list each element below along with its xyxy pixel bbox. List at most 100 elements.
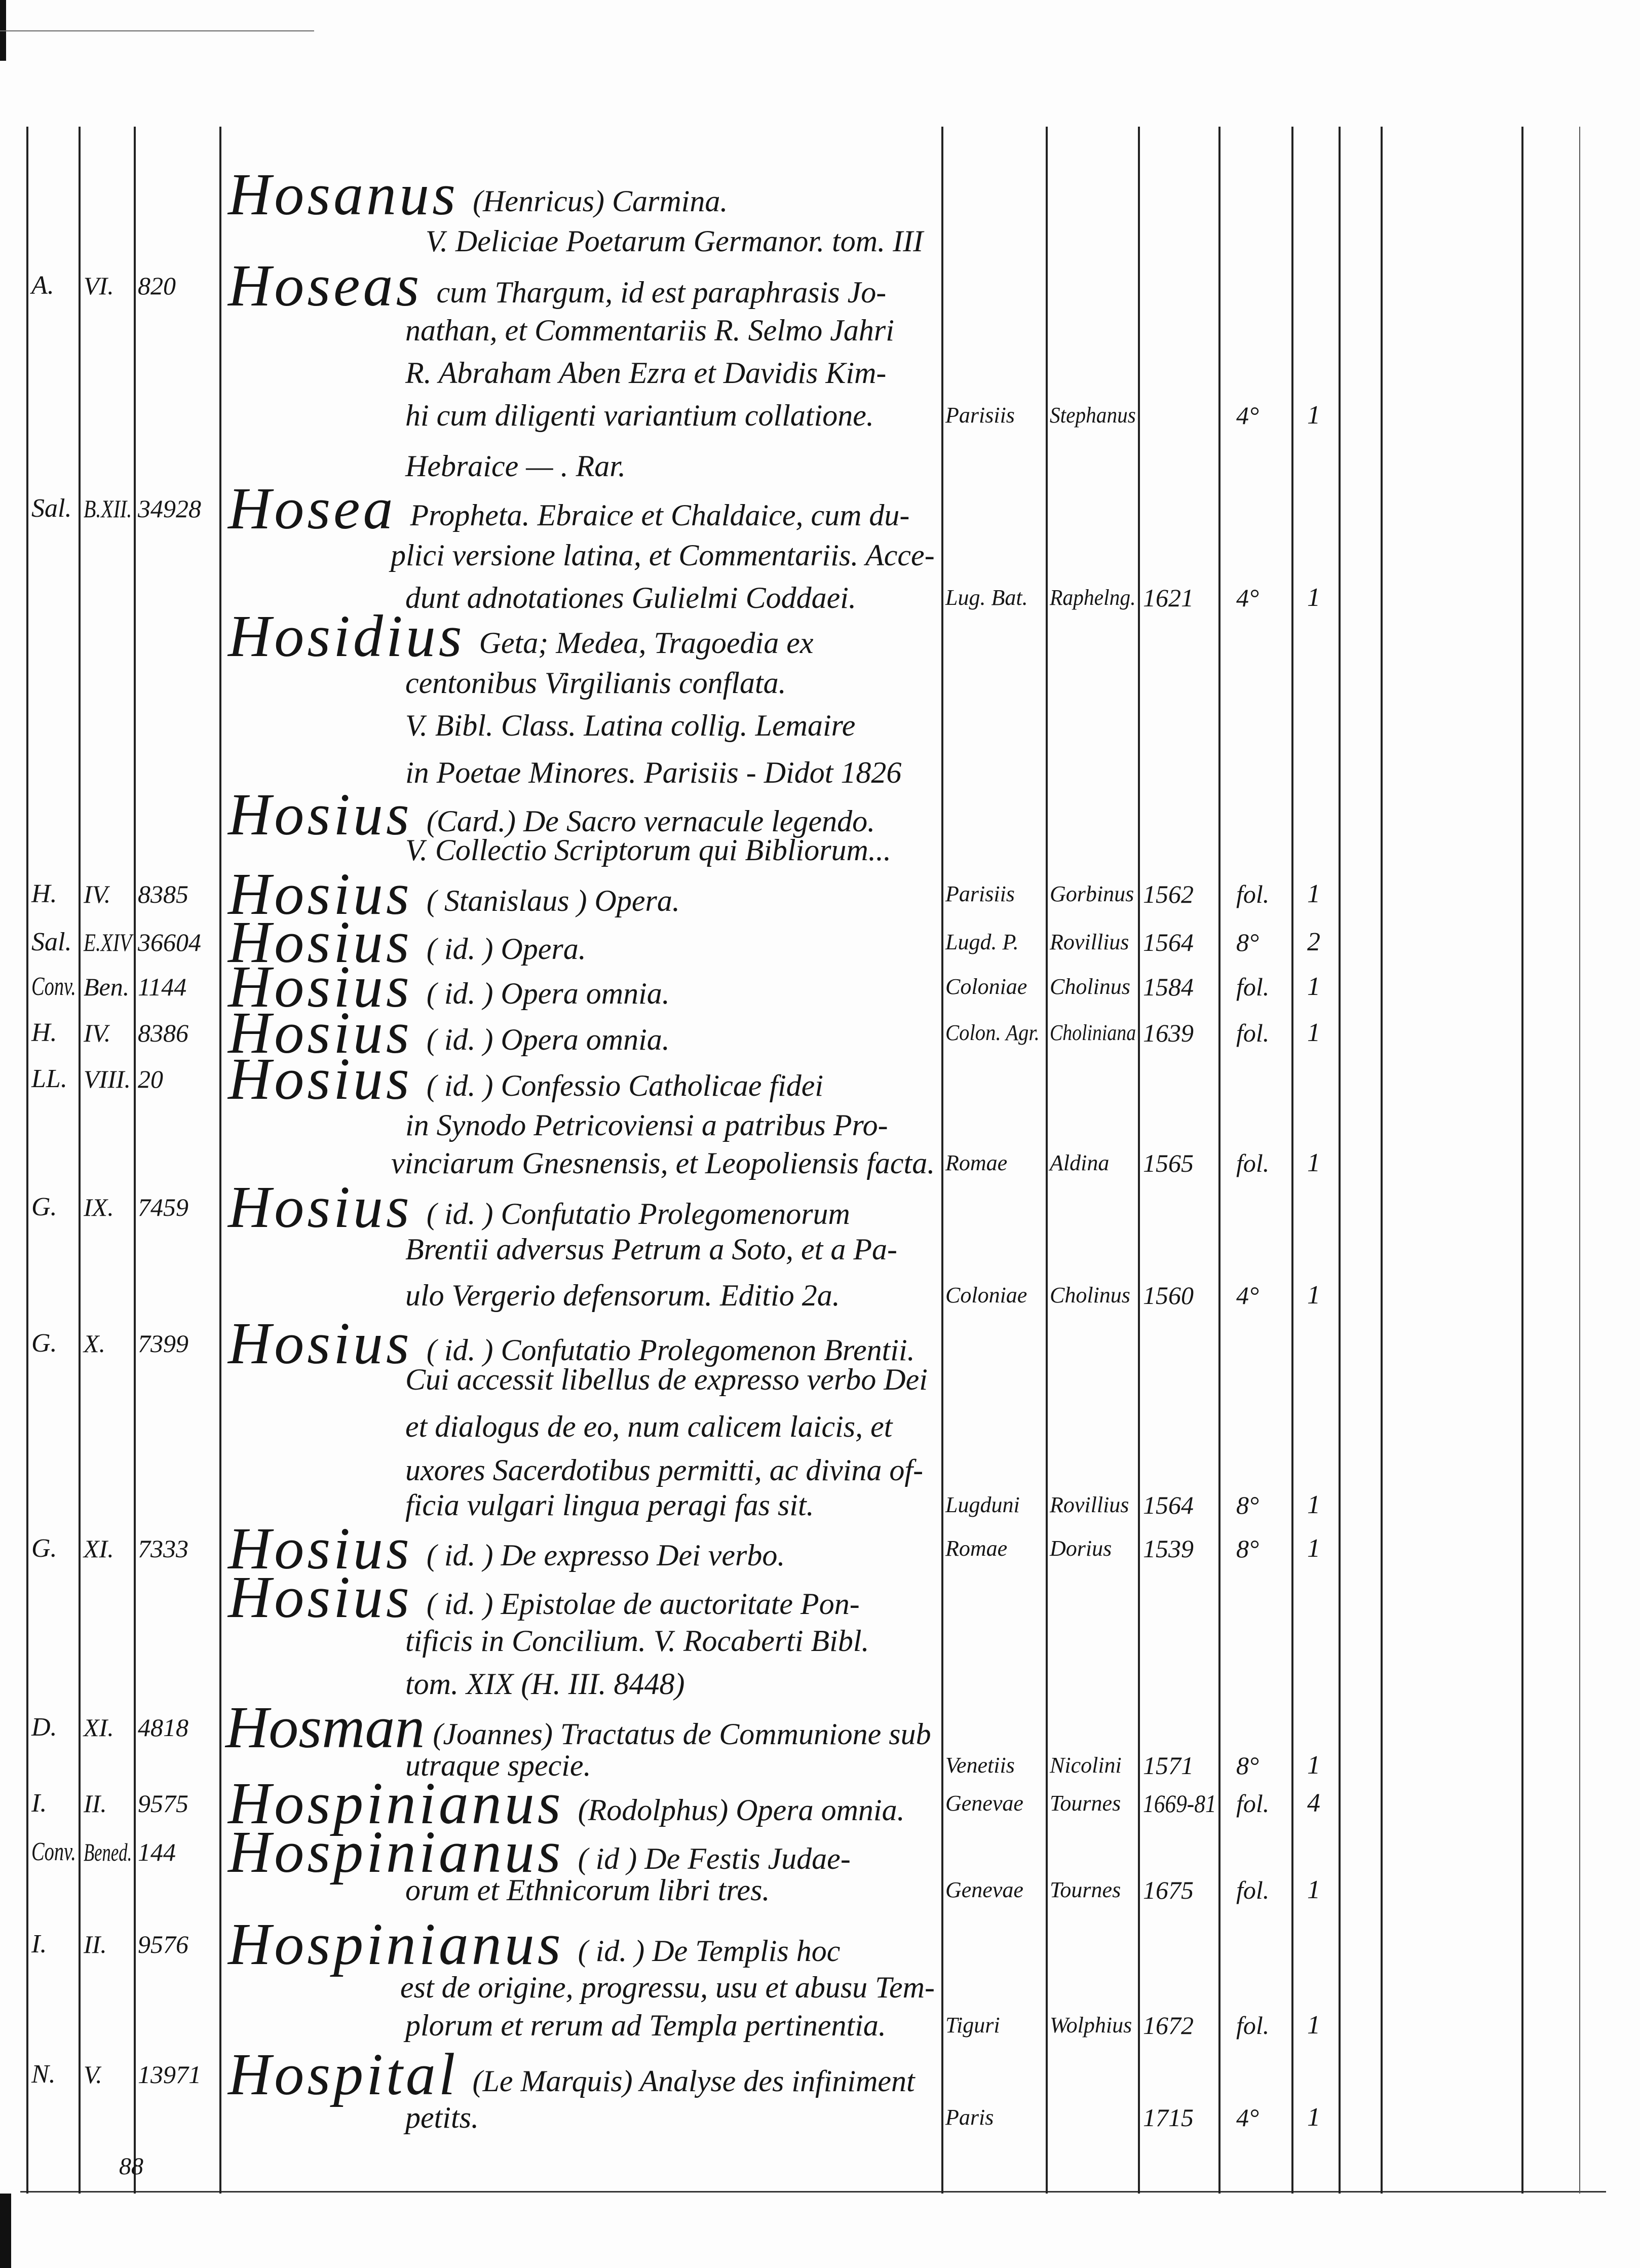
shelf-mark: G. — [31, 1534, 57, 1563]
imprint-volumes: 1 — [1307, 1018, 1320, 1047]
entry-text: (Card.) De Sacro vernacule legendo. — [426, 804, 875, 838]
headword: Hosius — [228, 1515, 412, 1582]
shelf-number: 820 — [138, 272, 176, 300]
shelf-mark: Sal. — [31, 928, 72, 956]
entry-continuation-line: petits. — [405, 2101, 479, 2134]
imprint-format: 4° — [1236, 1281, 1259, 1310]
shelf-section: E.XIV — [84, 928, 132, 956]
imprint-year: 1639 — [1143, 1019, 1194, 1047]
shelf-number: 9575 — [138, 1789, 188, 1818]
imprint-format: fol. — [1236, 2011, 1270, 2040]
imprint-place: Parisiis — [945, 403, 1015, 428]
shelf-section: IX. — [84, 1193, 114, 1221]
headword: Hosius — [228, 1564, 412, 1630]
shelf-section: V. — [84, 2060, 102, 2089]
headword: Hosius — [228, 781, 412, 848]
imprint-place: Genevae — [945, 1791, 1023, 1816]
imprint-format: fol. — [1236, 973, 1270, 1001]
imprint-format: 8° — [1236, 1534, 1259, 1563]
shelf-mark: I. — [31, 1789, 47, 1818]
shelf-section: II. — [84, 1789, 107, 1818]
imprint-format: 4° — [1236, 584, 1259, 612]
shelf-number: 8386 — [138, 1019, 188, 1047]
column-rule — [1339, 127, 1341, 2194]
imprint-publisher: Raphelng. — [1050, 585, 1136, 610]
headword: Hosius — [228, 1310, 412, 1376]
shelf-section: XI. — [84, 1534, 114, 1563]
entry-continuation-line: plici versione latina, et Commentariis. … — [391, 539, 935, 572]
imprint-publisher: Wolphius — [1050, 2013, 1132, 2038]
headword: Hosea — [228, 475, 396, 542]
headword: Hospinianus — [228, 1911, 564, 1977]
shelf-number: 34928 — [138, 494, 201, 523]
imprint-place: Romae — [945, 1150, 1008, 1175]
entry-text: ( id. ) De Templis hoc — [578, 1934, 841, 1968]
shelf-number: 4818 — [138, 1713, 188, 1742]
imprint-volumes: 1 — [1307, 1534, 1320, 1563]
imprint-publisher: Choliniana — [1050, 1020, 1136, 1045]
imprint-place: Lugduni — [945, 1492, 1020, 1517]
imprint-volumes: 2 — [1307, 928, 1320, 956]
imprint-place: Lug. Bat. — [945, 585, 1028, 610]
column-rule — [1521, 127, 1523, 2194]
imprint-format: fol. — [1236, 1019, 1270, 1047]
imprint-format: 8° — [1236, 1751, 1259, 1780]
shelf-number: 7333 — [138, 1534, 188, 1563]
entry-continuation-line: V. Bibl. Class. Latina collig. Lemaire — [405, 709, 856, 742]
shelf-mark: LL. — [31, 1064, 67, 1093]
entry-text: (Henricus) Carmina. — [473, 184, 728, 218]
entry-text: ( id. ) Confessio Catholicae fidei — [426, 1069, 824, 1102]
shelf-number: 8385 — [138, 880, 188, 908]
shelf-section: XI. — [84, 1713, 114, 1742]
imprint-place: Coloniae — [945, 974, 1027, 999]
headword: Hospinianus — [228, 1819, 564, 1885]
shelf-section: X. — [84, 1329, 106, 1358]
imprint-place: Genevae — [945, 1877, 1023, 1902]
headword: Hosius — [228, 953, 412, 1020]
scan-edge-mark-bottom — [0, 2194, 11, 2268]
entry-continuation-line: orum et Ethnicorum libri tres. — [405, 1873, 770, 1907]
imprint-year: 1669-81 — [1143, 1789, 1216, 1818]
imprint-publisher: Rovillius — [1050, 1492, 1129, 1517]
shelf-section: IV. — [84, 1019, 111, 1047]
entry-text: ( id. ) Opera omnia. — [426, 977, 670, 1010]
column-rule — [1138, 127, 1140, 2194]
imprint-publisher: Tournes — [1050, 1877, 1121, 1902]
imprint-year: 1565 — [1143, 1149, 1194, 1177]
imprint-publisher: Nicolini — [1050, 1753, 1122, 1778]
entry-first-line: Hosius ( Stanislaus ) Opera. — [228, 864, 680, 924]
headword: Hosius — [228, 909, 412, 975]
column-rule — [79, 127, 81, 2194]
imprint-format: fol. — [1236, 1789, 1270, 1818]
entry-first-line: Hosea Propheta. Ebraice et Chaldaice, cum… — [228, 479, 909, 539]
entry-first-line: Hosius( id. ) Confutatio Prolegomenon Br… — [228, 1314, 915, 1373]
entry-text: ( id. ) Confutatio Prolegomenon Brentii. — [426, 1333, 915, 1367]
imprint-volumes: 1 — [1307, 1281, 1320, 1310]
imprint-publisher: Cholinus — [1050, 1283, 1130, 1308]
entry-first-line: Hospinianus (Rodolphus) Opera omnia. — [228, 1774, 905, 1833]
shelf-mark: H. — [31, 1018, 57, 1047]
headword: Hoseas — [228, 252, 423, 319]
entry-text: ( id. ) De expresso Dei verbo. — [426, 1539, 785, 1572]
shelf-section: IV. — [84, 880, 111, 908]
imprint-format: fol. — [1236, 1149, 1270, 1177]
imprint-format: 8° — [1236, 1491, 1259, 1519]
imprint-year: 1560 — [1143, 1281, 1194, 1310]
entry-text: (Rodolphus) Opera omnia. — [578, 1793, 905, 1827]
imprint-format: 4° — [1236, 2103, 1259, 2132]
entry-text: ( id. ) Opera. — [426, 932, 586, 966]
entry-continuation-line: tificis in Concilium. V. Rocaberti Bibl. — [405, 1624, 869, 1658]
headword: Hosidius — [228, 603, 465, 669]
headword: Hosius — [228, 1046, 412, 1112]
shelf-section: II. — [84, 1930, 107, 1958]
entry-first-line: Hospital (Le Marquis) Analyse des infinim… — [228, 2045, 915, 2104]
shelf-mark: Conv. — [31, 972, 76, 1001]
shelf-number: 144 — [138, 1838, 176, 1866]
entry-continuation-line: Brentii adversus Petrum a Soto, et a Pa- — [405, 1233, 897, 1266]
entry-continuation-line: est de origine, progressu, usu et abusu … — [400, 1971, 935, 2004]
shelf-mark: A. — [31, 271, 54, 300]
imprint-place: Paris — [945, 2105, 994, 2130]
shelf-number: 1144 — [138, 973, 187, 1001]
imprint-year: 1564 — [1143, 928, 1194, 956]
